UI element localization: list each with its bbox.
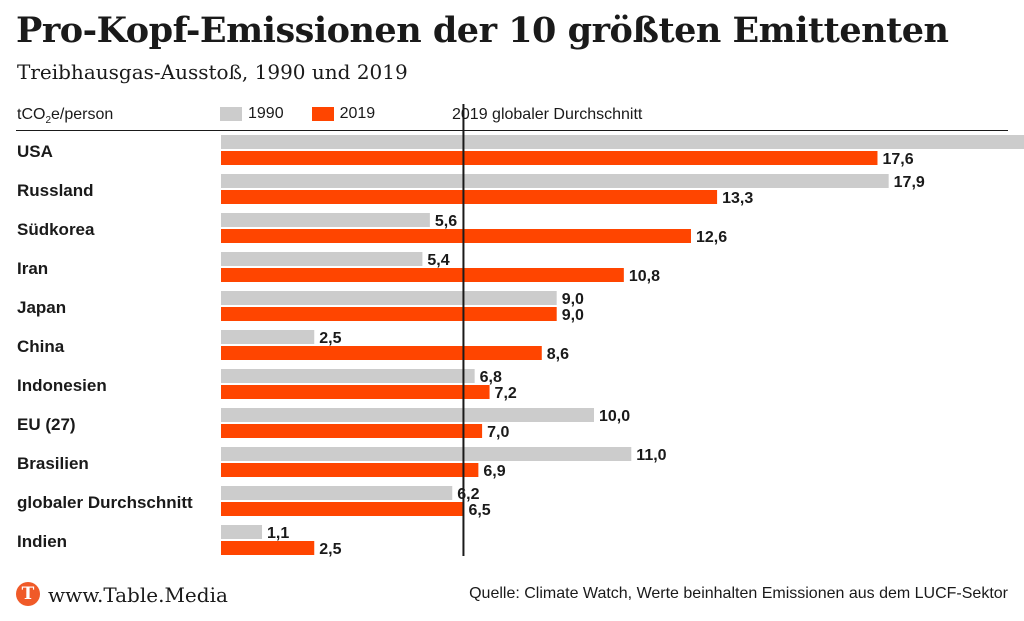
bar-2019-brasilien [221, 463, 479, 477]
data-label-2019-china: 8,6 [547, 346, 569, 363]
bar-1990-japan [221, 291, 557, 305]
data-label-2019-indien: 2,5 [319, 541, 341, 558]
category-label-iran: Iran [17, 259, 48, 278]
bar-2019-indonesien [221, 385, 490, 399]
bar-2019-iran [221, 268, 624, 282]
table-media-logo: T [16, 582, 40, 606]
data-label-1990-russland: 17,9 [894, 174, 925, 191]
chart-legend: 1990 2019 [220, 105, 375, 123]
data-label-2019-südkorea: 12,6 [696, 229, 727, 246]
category-label-indien: Indien [17, 532, 67, 551]
data-label-2019-eu-27: 7,0 [487, 424, 509, 441]
unit-label: tCO2e/person [17, 106, 113, 126]
legend-swatch-1990 [220, 107, 242, 121]
bar-2019-russland [221, 190, 718, 204]
chart-title: Pro-Kopf-Emissionen der 10 größten Emitt… [16, 10, 949, 51]
reference-line-label: 2019 globaler Durchschnitt [452, 106, 643, 123]
bar-2019-eu-27 [221, 424, 483, 438]
data-label-2019-globaler-durchschnitt: 6,5 [468, 502, 490, 519]
bar-1990-usa [221, 135, 1024, 149]
unit-label-prefix: tCO [17, 106, 46, 123]
data-label-1990-japan: 9,0 [562, 291, 584, 308]
bar-1990-iran [221, 252, 423, 266]
legend-label-1990: 1990 [248, 105, 284, 122]
bar-1990-brasilien [221, 447, 632, 461]
data-label-2019-usa: 17,6 [882, 151, 913, 168]
bar-2019-globaler-durchschnitt [221, 502, 464, 516]
data-label-2019-russland: 13,3 [722, 190, 753, 207]
bar-1990-eu-27 [221, 408, 594, 422]
category-label-japan: Japan [17, 298, 66, 317]
category-label-eu-27: EU (27) [17, 415, 76, 434]
bar-2019-china [221, 346, 542, 360]
data-label-1990-brasilien: 11,0 [636, 447, 666, 464]
data-label-1990-indien: 1,1 [267, 525, 289, 542]
data-label-1990-china: 2,5 [319, 330, 341, 347]
category-label-indonesien: Indonesien [17, 376, 107, 395]
data-label-2019-japan: 9,0 [562, 307, 584, 324]
bar-2019-japan [221, 307, 557, 321]
header-divider [16, 130, 1008, 131]
category-label-usa: USA [17, 142, 53, 161]
bar-1990-globaler-durchschnitt [221, 486, 453, 500]
data-label-1990-eu-27: 10,0 [599, 408, 630, 425]
legend-label-2019: 2019 [339, 105, 376, 122]
data-label-2019-brasilien: 6,9 [483, 463, 505, 480]
category-label-südkorea: Südkorea [17, 220, 95, 239]
category-label-china: China [17, 337, 65, 356]
bar-2019-indien [221, 541, 315, 555]
bar-1990-indien [221, 525, 263, 539]
data-label-1990-iran: 5,4 [427, 252, 449, 269]
bar-2019-usa [221, 151, 878, 165]
category-label-globaler-durchschnitt: globaler Durchschnitt [17, 493, 193, 512]
legend-swatch-2019 [311, 107, 334, 121]
bar-2019-südkorea [221, 229, 691, 243]
bar-1990-russland [221, 174, 889, 188]
category-label-brasilien: Brasilien [17, 454, 89, 473]
data-label-1990-indonesien: 6,8 [480, 369, 502, 386]
data-label-2019-iran: 10,8 [629, 268, 660, 285]
data-label-1990-globaler-durchschnitt: 6,2 [457, 486, 479, 503]
category-label-russland: Russland [17, 181, 94, 200]
unit-label-suffix: e/person [51, 106, 114, 123]
bar-1990-südkorea [221, 213, 430, 227]
bar-1990-indonesien [221, 369, 475, 383]
footer-site: www.Table.Media [48, 583, 228, 607]
unit-label-sub: 2 [45, 115, 52, 127]
bar-1990-china [221, 330, 315, 344]
data-label-1990-südkorea: 5,6 [435, 213, 457, 230]
footer-source: Quelle: Climate Watch, Werte beinhalten … [469, 585, 1008, 602]
chart-subtitle: Treibhausgas-Ausstoß, 1990 und 2019 [17, 60, 408, 84]
data-label-2019-indonesien: 7,2 [495, 385, 517, 402]
